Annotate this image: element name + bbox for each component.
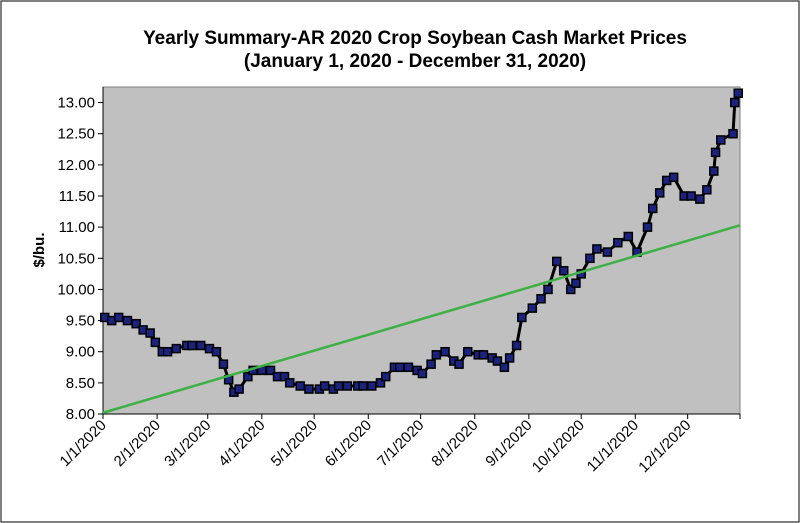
point-marker	[145, 328, 155, 338]
point-marker	[218, 359, 229, 369]
chart-subtitle: (January 1, 2020 - December 31, 2020)	[244, 51, 586, 72]
point-marker	[131, 318, 141, 329]
point-marker	[440, 346, 450, 357]
point-marker	[454, 359, 464, 369]
point-marker	[478, 350, 489, 360]
y-tick-label: 11.00	[59, 219, 95, 236]
point-marker	[654, 188, 665, 198]
point-marker	[709, 166, 719, 176]
point-marker	[552, 256, 562, 267]
point-marker	[730, 97, 740, 108]
point-marker	[558, 265, 569, 276]
y-tick-label: 8.00	[66, 406, 95, 423]
point-marker	[613, 237, 623, 248]
point-marker	[686, 191, 696, 201]
y-tick-label: 13.00	[57, 95, 95, 112]
point-marker	[592, 244, 602, 254]
point-marker	[171, 343, 182, 354]
point-marker	[642, 222, 653, 232]
point-marker	[565, 284, 576, 295]
point-marker	[279, 371, 290, 382]
y-tick-label: 12.50	[57, 126, 95, 143]
point-marker	[571, 278, 581, 288]
point-marker	[733, 88, 744, 98]
point-marker	[162, 346, 173, 357]
point-marker	[511, 340, 522, 351]
point-marker	[375, 378, 386, 388]
point-marker	[394, 362, 405, 373]
point-marker	[695, 194, 705, 204]
point-marker	[333, 381, 344, 391]
point-marker	[195, 340, 206, 351]
point-marker	[319, 381, 330, 391]
point-marker	[431, 350, 442, 360]
point-marker	[623, 231, 634, 242]
y-tick-label: 10.50	[57, 250, 95, 267]
trend-line	[102, 224, 741, 414]
chart-title: Yearly Summary-AR 2020 Crop Soybean Cash…	[143, 28, 687, 49]
point-marker	[499, 362, 510, 373]
point-marker	[187, 340, 197, 351]
point-marker	[585, 253, 595, 264]
point-marker	[417, 368, 428, 379]
point-marker	[462, 346, 473, 357]
point-marker	[647, 203, 658, 214]
point-marker	[426, 359, 436, 369]
y-tick-label: 11.50	[59, 188, 95, 205]
point-marker	[380, 371, 391, 382]
point-marker	[403, 362, 414, 373]
point-marker	[150, 337, 161, 348]
point-marker	[358, 381, 368, 391]
point-marker	[504, 353, 515, 363]
point-marker	[517, 312, 527, 323]
point-marker	[342, 381, 353, 391]
point-marker	[284, 378, 295, 388]
point-marker	[211, 346, 222, 357]
point-marker	[295, 381, 305, 391]
point-marker	[602, 247, 613, 257]
y-tick-label: 12.00	[57, 157, 95, 174]
point-marker	[536, 294, 546, 304]
point-marker	[527, 303, 538, 313]
plot-area	[102, 86, 741, 415]
point-marker	[716, 135, 726, 145]
y-tick-label: 9.00	[66, 344, 95, 361]
y-tick-label: 8.50	[66, 375, 95, 392]
y-axis-label: $/bu.	[31, 232, 48, 267]
point-marker	[702, 185, 712, 195]
point-marker	[122, 315, 133, 326]
point-marker	[492, 356, 503, 366]
point-marker	[710, 147, 721, 158]
point-marker	[304, 384, 314, 394]
point-marker	[234, 384, 244, 394]
point-marker	[728, 128, 738, 139]
point-marker	[243, 371, 253, 382]
point-marker	[265, 365, 276, 376]
point-marker	[668, 172, 679, 183]
point-marker	[113, 312, 124, 323]
point-marker	[543, 284, 553, 295]
point-marker	[367, 381, 377, 391]
y-tick-label: 9.50	[66, 313, 95, 330]
y-tick-label: 10.00	[57, 281, 95, 298]
